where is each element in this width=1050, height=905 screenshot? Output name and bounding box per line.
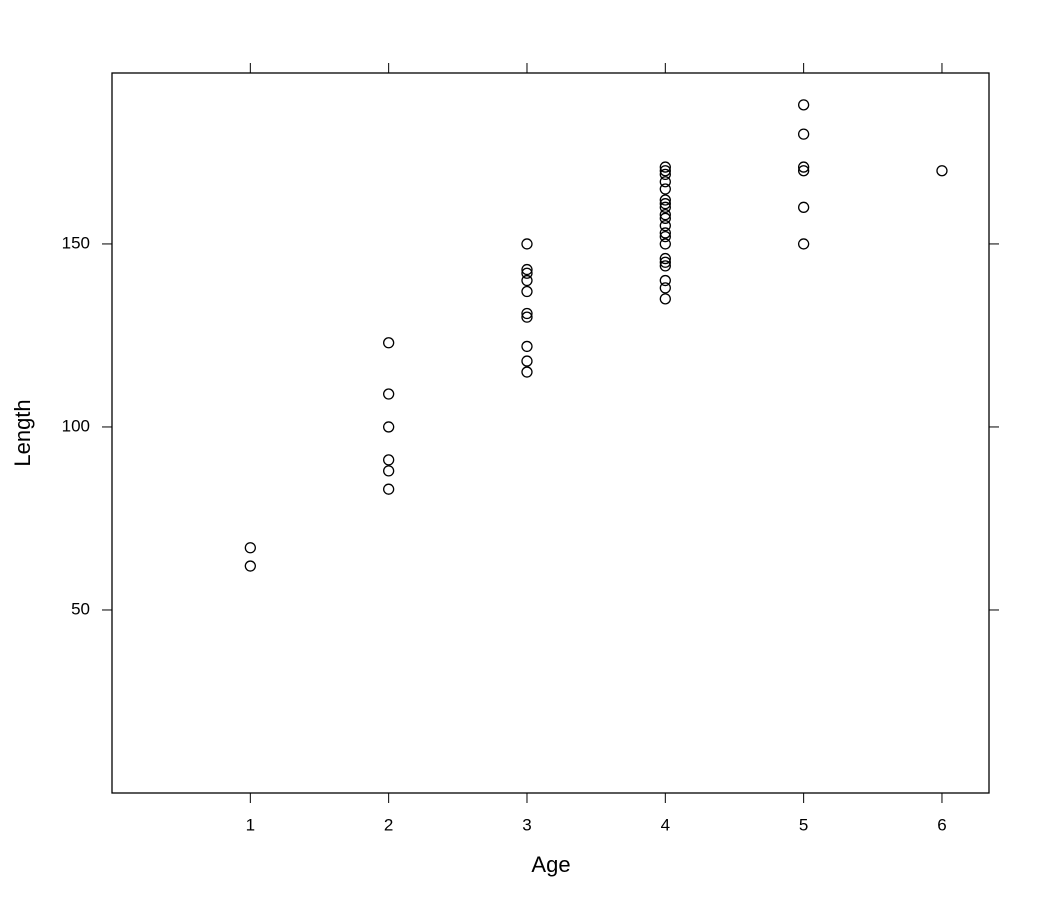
point [521,263,533,276]
point [659,194,671,206]
point [659,238,671,250]
y-tick-label: 50 [71,599,90,618]
point [521,238,533,250]
point [659,165,671,177]
point [521,311,533,323]
y-axis-title: Length [10,399,35,466]
point [936,165,948,177]
point [244,542,256,554]
point [383,337,395,349]
point [383,454,395,466]
point [659,176,671,188]
point [797,201,810,213]
point [521,285,533,298]
x-tick-label: 5 [799,815,808,834]
point [659,260,671,272]
x-tick-label: 6 [937,815,946,834]
plot-frame [111,72,990,794]
point [659,230,671,243]
point [659,198,671,210]
point [797,128,810,140]
point [659,201,671,213]
point [797,161,810,173]
point [659,209,671,221]
point [521,267,533,279]
x-axis-title: Age [531,852,570,877]
point [521,366,533,378]
point [521,274,533,287]
point [797,165,810,177]
point [383,483,395,495]
point [659,168,671,181]
point [659,282,671,294]
point [659,183,671,195]
point [244,560,256,572]
point [659,212,671,224]
point [659,252,671,265]
point [797,99,810,111]
x-tick-label: 2 [384,815,393,834]
point [659,161,671,173]
y-tick-label: 150 [62,233,90,252]
point [659,256,671,268]
x-tick-label: 1 [246,815,255,834]
point [521,340,533,353]
point [659,293,671,305]
point [383,388,395,400]
point [797,238,810,250]
point [659,219,671,232]
point [383,465,395,477]
point [383,421,395,433]
x-tick-label: 4 [661,815,670,834]
y-tick-label: 100 [62,416,90,435]
point [521,307,533,320]
x-tick-label: 3 [522,815,531,834]
point [659,227,671,239]
point [659,274,671,287]
point [521,355,533,367]
